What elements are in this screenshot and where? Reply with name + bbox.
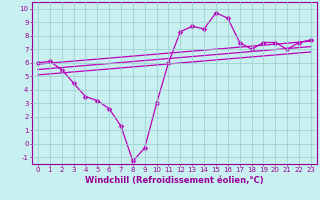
X-axis label: Windchill (Refroidissement éolien,°C): Windchill (Refroidissement éolien,°C): [85, 176, 264, 185]
